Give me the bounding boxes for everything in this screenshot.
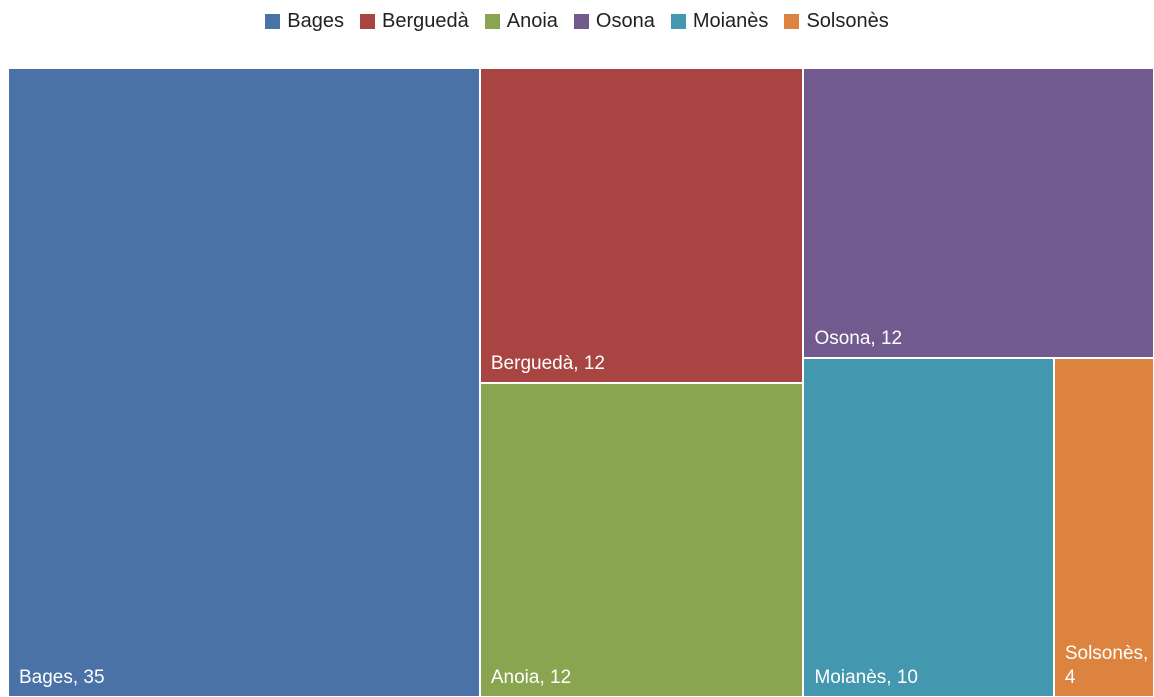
data-label: Berguedà, 12	[490, 352, 605, 374]
legend-item: Osona	[573, 10, 655, 33]
legend: Bages Berguedà Anoia Osona Moianès Solsonès	[0, 10, 1154, 33]
legend-item: Solsonès	[784, 10, 889, 33]
treemap: Bages, 35 Berguedà, 12 Anoia, 12 Osona, 12 M…	[8, 68, 1154, 697]
legend-item: Bages	[265, 10, 344, 33]
legend-label: Solsonès	[806, 10, 889, 32]
data-label: Bages, 35	[19, 667, 105, 688]
treemap-cell: Bages, 35	[8, 68, 480, 697]
treemap-cell: Moianès, 10	[803, 358, 1054, 697]
treemap-cell: Osona, 12	[803, 68, 1154, 359]
legend-swatch	[484, 14, 500, 29]
legend-label: Berguedà	[381, 10, 469, 32]
legend-item: Anoia	[484, 10, 558, 33]
legend-label: Osona	[595, 10, 655, 32]
legend-swatch	[670, 14, 686, 29]
data-label: Anoia, 12	[490, 667, 572, 688]
treemap-cell: Anoia, 12	[479, 382, 804, 697]
legend-item: Berguedà	[359, 10, 469, 33]
data-label: Solsonès, 4	[1064, 642, 1149, 688]
treemap-cell: Solsonès, 4	[1053, 358, 1154, 697]
legend-swatch	[784, 14, 800, 29]
legend-item: Moianès	[670, 10, 769, 33]
legend-swatch	[359, 14, 375, 29]
data-label: Osona, 12	[814, 328, 903, 350]
legend-label: Bages	[287, 10, 344, 32]
data-label: Moianès, 10	[814, 666, 918, 688]
legend-swatch	[265, 14, 281, 29]
legend-label: Anoia	[506, 10, 558, 32]
legend-label: Moianès	[692, 10, 769, 32]
legend-swatch	[573, 14, 589, 29]
treemap-cell: Berguedà, 12	[479, 68, 804, 383]
